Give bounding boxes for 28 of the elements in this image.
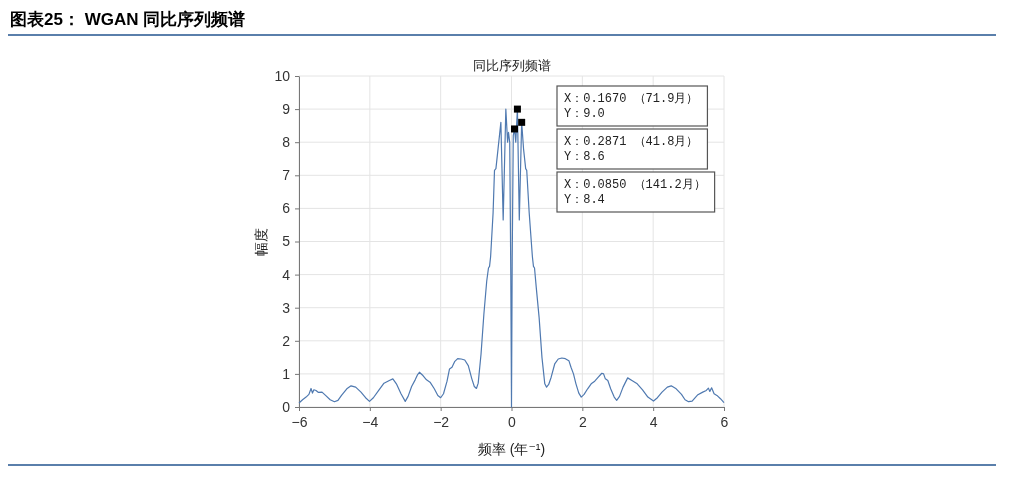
annotation: X：0.1670 （71.9月） Y：9.0 (564, 92, 699, 121)
y-tick-label: 0 (282, 398, 291, 415)
x-axis-title: 频率 (年⁻¹) (477, 441, 546, 457)
y-tick-label: 10 (274, 67, 291, 84)
y-tick-label: 2 (282, 332, 291, 349)
annotation: X：0.0850 （141.2月） Y：8.4 (564, 178, 706, 207)
x-tick-label: 4 (649, 413, 658, 430)
y-tick-label: 3 (282, 299, 291, 316)
y-tick-label: 5 (282, 233, 291, 250)
point (513, 105, 521, 113)
x-tick-label: 0 (508, 413, 517, 430)
y-tick-label: 4 (282, 266, 291, 283)
annotation: X：0.2871 （41.8月） Y：8.6 (564, 135, 699, 164)
point (511, 125, 519, 133)
chart-subtitle: 同比序列频谱 (472, 58, 551, 73)
y-tick-label: 8 (282, 134, 291, 151)
y-tick-label: 1 (282, 365, 291, 382)
x-tick-label: −4 (362, 413, 379, 430)
x-tick-label: −6 (291, 413, 308, 430)
point (518, 118, 526, 126)
text: 图表25： WGAN 同比序列频谱 (10, 10, 246, 29)
x-tick-label: 2 (578, 413, 587, 430)
y-tick-label: 9 (282, 101, 291, 118)
x-tick-label: 6 (720, 413, 729, 430)
x-tick-label: −2 (433, 413, 450, 430)
y-tick-label: 6 (282, 200, 291, 217)
y-axis-title: 幅度 (253, 227, 269, 256)
y-tick-label: 7 (282, 167, 291, 184)
